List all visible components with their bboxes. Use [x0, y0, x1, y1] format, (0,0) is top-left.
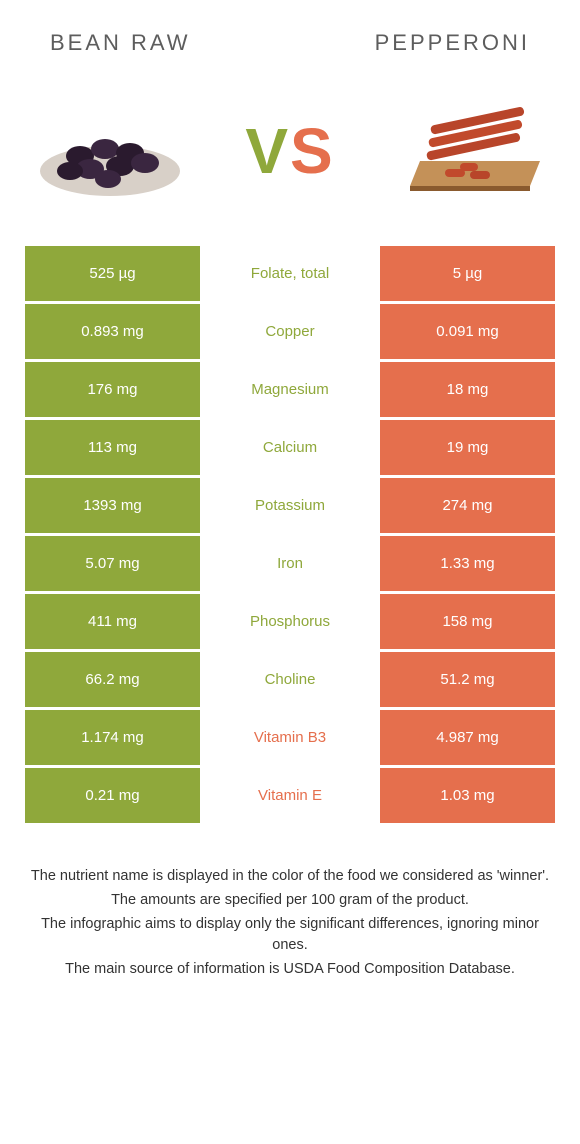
left-value: 1393 mg [25, 478, 200, 533]
left-value: 0.21 mg [25, 768, 200, 823]
right-food-image [390, 96, 550, 206]
right-food-title: PEPPERONI [375, 30, 530, 56]
right-value: 0.091 mg [380, 304, 555, 359]
footer-line-4: The main source of information is USDA F… [30, 959, 550, 981]
header: BEAN RAW PEPPERONI [0, 0, 580, 66]
table-row: 5.07 mgIron1.33 mg [25, 536, 555, 591]
nutrient-label: Vitamin E [200, 768, 380, 823]
right-value: 274 mg [380, 478, 555, 533]
left-value: 176 mg [25, 362, 200, 417]
left-food-image [30, 96, 190, 206]
nutrient-label: Calcium [200, 420, 380, 475]
nutrient-label: Phosphorus [200, 594, 380, 649]
right-value: 5 µg [380, 246, 555, 301]
footer-notes: The nutrient name is displayed in the co… [0, 826, 580, 1003]
right-value: 18 mg [380, 362, 555, 417]
nutrient-table: 525 µgFolate, total5 µg0.893 mgCopper0.0… [0, 246, 580, 823]
table-row: 411 mgPhosphorus158 mg [25, 594, 555, 649]
left-value: 411 mg [25, 594, 200, 649]
right-value: 19 mg [380, 420, 555, 475]
nutrient-label: Vitamin B3 [200, 710, 380, 765]
vs-s: S [290, 114, 335, 188]
left-value: 1.174 mg [25, 710, 200, 765]
left-value: 5.07 mg [25, 536, 200, 591]
nutrient-label: Magnesium [200, 362, 380, 417]
footer-line-1: The nutrient name is displayed in the co… [30, 866, 550, 888]
right-value: 1.33 mg [380, 536, 555, 591]
vs-label: V S [245, 114, 334, 188]
footer-line-2: The amounts are specified per 100 gram o… [30, 890, 550, 912]
right-value: 51.2 mg [380, 652, 555, 707]
left-value: 525 µg [25, 246, 200, 301]
right-value: 1.03 mg [380, 768, 555, 823]
left-food-title: BEAN RAW [50, 30, 191, 56]
table-row: 66.2 mgCholine51.2 mg [25, 652, 555, 707]
right-value: 158 mg [380, 594, 555, 649]
vs-v: V [245, 114, 290, 188]
left-value: 66.2 mg [25, 652, 200, 707]
table-row: 1393 mgPotassium274 mg [25, 478, 555, 533]
nutrient-label: Choline [200, 652, 380, 707]
table-row: 0.893 mgCopper0.091 mg [25, 304, 555, 359]
table-row: 113 mgCalcium19 mg [25, 420, 555, 475]
right-value: 4.987 mg [380, 710, 555, 765]
table-row: 1.174 mgVitamin B34.987 mg [25, 710, 555, 765]
nutrient-label: Folate, total [200, 246, 380, 301]
left-value: 113 mg [25, 420, 200, 475]
left-value: 0.893 mg [25, 304, 200, 359]
table-row: 525 µgFolate, total5 µg [25, 246, 555, 301]
table-row: 176 mgMagnesium18 mg [25, 362, 555, 417]
footer-line-3: The infographic aims to display only the… [30, 914, 550, 958]
images-row: V S [0, 66, 580, 246]
nutrient-label: Copper [200, 304, 380, 359]
table-row: 0.21 mgVitamin E1.03 mg [25, 768, 555, 823]
nutrient-label: Iron [200, 536, 380, 591]
nutrient-label: Potassium [200, 478, 380, 533]
